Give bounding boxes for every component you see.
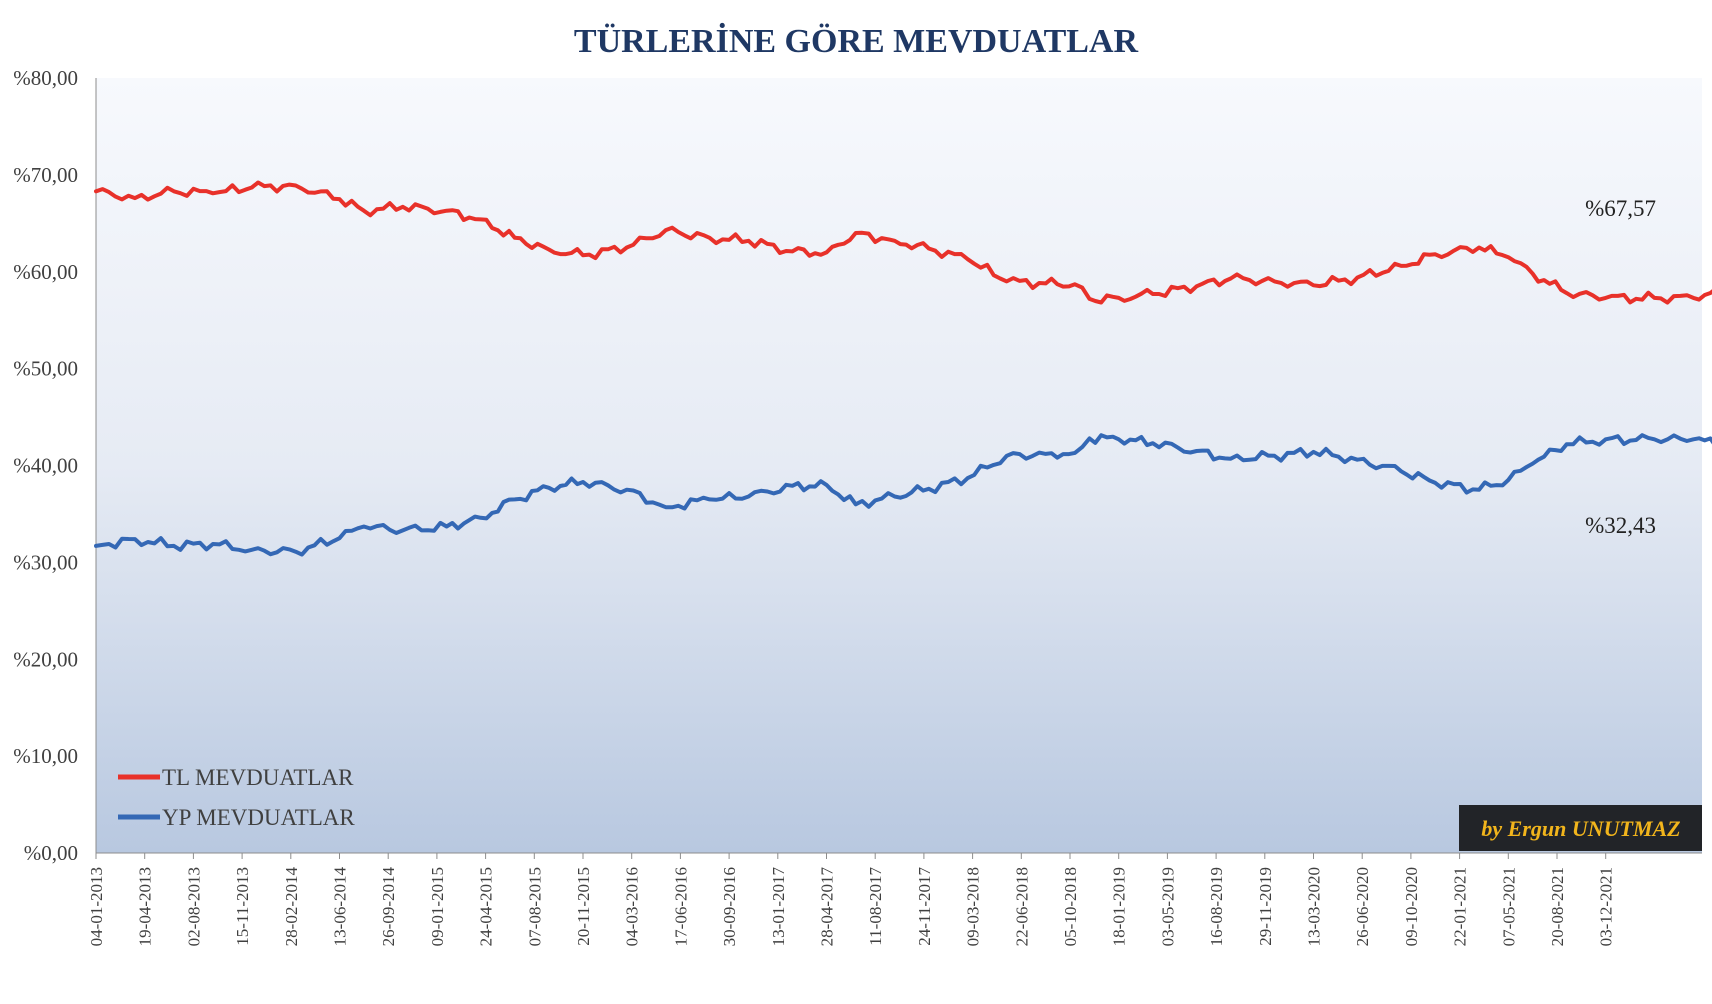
x-tick-label: 20-08-2021: [1548, 867, 1567, 946]
x-tick-label: 03-05-2019: [1158, 867, 1177, 946]
x-tick-label: 13-06-2014: [331, 867, 350, 947]
y-tick-label: %0,00: [24, 841, 78, 865]
series-layer: [94, 180, 1712, 557]
series-line-yp: [94, 433, 1712, 557]
legend-label-yp: YP MEVDUATLAR: [162, 805, 355, 830]
x-tick-label: 26-06-2020: [1353, 867, 1372, 946]
x-tick-label: 07-08-2015: [525, 867, 544, 946]
y-tick-label: %20,00: [13, 647, 78, 671]
x-tick-label: 28-04-2017: [818, 867, 837, 947]
x-tick-label: 04-03-2016: [623, 867, 642, 946]
x-tick-label: 24-04-2015: [477, 867, 496, 946]
legend: TL MEVDUATLAR YP MEVDUATLAR: [118, 765, 355, 830]
y-tick-label: %10,00: [13, 744, 78, 768]
y-tick-label: %30,00: [13, 550, 78, 574]
x-tick-label: 16-08-2019: [1207, 867, 1226, 946]
credit-badge: by Ergun UNUTMAZ: [1459, 805, 1702, 851]
series-line-tl: [94, 180, 1712, 305]
x-tick-label: 04-01-2013: [87, 867, 106, 946]
x-tick-label: 15-11-2013: [233, 867, 252, 946]
x-tick-label: 20-11-2015: [574, 867, 593, 946]
x-tick-label: 18-01-2019: [1110, 867, 1129, 946]
x-tick-label: 03-12-2021: [1597, 867, 1616, 946]
x-tick-label: 30-09-2016: [720, 867, 739, 946]
x-tick-label: 11-08-2017: [866, 867, 885, 946]
x-axis: 04-01-2013 19-04-2013 02-08-2013 15-11-2013…: [87, 852, 1702, 947]
legend-label-tl: TL MEVDUATLAR: [162, 765, 354, 790]
x-tick-label: 09-03-2018: [964, 867, 983, 946]
x-tick-label: 28-02-2014: [282, 867, 301, 947]
plot-area: [96, 78, 1702, 853]
y-tick-label: %40,00: [13, 454, 78, 478]
y-tick-label: %80,00: [13, 66, 78, 90]
annotation-yp-end-value: %67,57: [1585, 196, 1656, 221]
x-tick-label: 19-04-2013: [136, 867, 155, 946]
x-tick-label: 13-03-2020: [1305, 867, 1324, 946]
y-tick-label: %60,00: [13, 260, 78, 284]
x-tick-label: 07-05-2021: [1499, 867, 1518, 946]
y-tick-label: %70,00: [13, 163, 78, 187]
y-axis: %0,00 %10,00 %20,00 %30,00 %40,00 %50,00 %60,0…: [13, 66, 97, 865]
x-tick-label: 09-01-2015: [428, 867, 447, 946]
x-tick-label: 13-01-2017: [769, 867, 788, 947]
y-tick-label: %50,00: [13, 357, 78, 381]
x-tick-label: 17-06-2016: [671, 867, 690, 946]
x-tick-label: 29-11-2019: [1256, 867, 1275, 946]
x-tick-label: 09-10-2020: [1402, 867, 1421, 946]
annotation-tl-end-value: %32,43: [1585, 513, 1656, 538]
x-tick-label: 24-11-2017: [915, 867, 934, 946]
x-tick-label: 22-06-2018: [1012, 867, 1031, 946]
x-tick-label: 02-08-2013: [184, 867, 203, 946]
x-tick-label: 22-01-2021: [1451, 867, 1470, 946]
credit-text: by Ergun UNUTMAZ: [1481, 816, 1680, 841]
x-tick-label: 26-09-2014: [379, 867, 398, 947]
chart-title: TÜRLERİNE GÖRE MEVDUATLAR: [574, 22, 1139, 60]
x-tick-label: 05-10-2018: [1061, 867, 1080, 946]
